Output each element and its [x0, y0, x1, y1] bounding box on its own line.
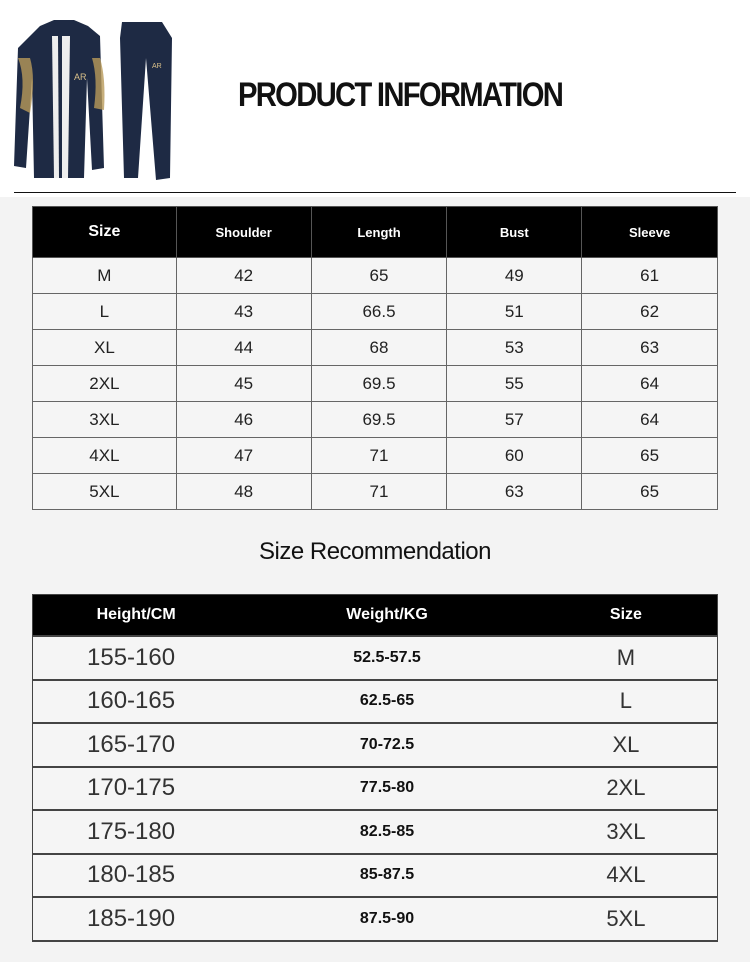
- size-recommendation-table: Height/CM Weight/KG Size 155-160 52.5-57.5 M…: [32, 594, 718, 942]
- page-title: PRODUCT INFORMATION: [238, 76, 564, 114]
- table-header-row: Height/CM Weight/KG Size: [32, 594, 718, 636]
- table-cell: 65: [581, 437, 718, 474]
- table-cell: 71: [310, 437, 448, 474]
- table-row: 185-190 87.5-90 5XL: [32, 896, 718, 942]
- table-cell: 57: [446, 401, 583, 438]
- table-cell: 53: [446, 329, 583, 366]
- table-cell: 66.5: [310, 293, 448, 330]
- table-cell: 4XL: [534, 852, 718, 898]
- svg-text:AR: AR: [152, 63, 162, 70]
- table-row: 5XL 48 71 63 65: [32, 473, 718, 510]
- table-cell: XL: [534, 722, 718, 768]
- table-cell: 4XL: [32, 437, 177, 474]
- table-cell: 64: [581, 365, 718, 402]
- table-cell: 60: [446, 437, 583, 474]
- column-header: Length: [310, 206, 448, 258]
- table-cell: 175-180: [32, 809, 240, 855]
- column-header: Size: [32, 206, 177, 258]
- table-cell: 44: [175, 329, 312, 366]
- table-cell: 45: [175, 365, 312, 402]
- section-title: Size Recommendation: [259, 538, 491, 565]
- header-area: AR AR PRODUCT INFORMATION: [0, 0, 750, 197]
- table-row: 160-165 62.5-65 L: [32, 678, 718, 724]
- column-header: Height/CM: [32, 594, 240, 636]
- table-cell: 3XL: [32, 401, 177, 438]
- divider: [14, 192, 736, 193]
- table-row: 170-175 77.5-80 2XL: [32, 765, 718, 811]
- table-row: 165-170 70-72.5 XL: [32, 722, 718, 768]
- table-row: 155-160 52.5-57.5 M: [32, 635, 718, 681]
- size-chart-table: Size Shoulder Length Bust Sleeve M 42 65 49 61 L 4…: [32, 206, 718, 510]
- table-cell: 68: [310, 329, 448, 366]
- tracksuit-product-image: AR AR: [14, 20, 172, 180]
- table-cell: L: [32, 293, 177, 330]
- table-cell: 64: [581, 401, 718, 438]
- table-cell: M: [32, 257, 177, 294]
- table-cell: 46: [175, 401, 312, 438]
- table-cell: 87.5-90: [239, 896, 535, 942]
- table-cell: 49: [446, 257, 583, 294]
- table-cell: XL: [32, 329, 177, 366]
- column-header: Size: [534, 594, 718, 636]
- table-cell: 155-160: [32, 635, 240, 681]
- table-cell: 65: [310, 257, 448, 294]
- table-row: 175-180 82.5-85 3XL: [32, 809, 718, 855]
- table-cell: 160-165: [32, 678, 240, 724]
- table-row: 4XL 47 71 60 65: [32, 437, 718, 474]
- table-cell: M: [534, 635, 718, 681]
- table-cell: 63: [581, 329, 718, 366]
- table-cell: 47: [175, 437, 312, 474]
- table-cell: 170-175: [32, 765, 240, 811]
- table-cell: 51: [446, 293, 583, 330]
- table-cell: 2XL: [32, 365, 177, 402]
- table-row: M 42 65 49 61: [32, 257, 718, 294]
- table-cell: 5XL: [534, 896, 718, 942]
- table-row: 3XL 46 69.5 57 64: [32, 401, 718, 438]
- table-cell: 165-170: [32, 722, 240, 768]
- column-header: Weight/KG: [239, 594, 535, 636]
- table-cell: 42: [175, 257, 312, 294]
- table-cell: 65: [581, 473, 718, 510]
- table-cell: L: [534, 678, 718, 724]
- table-cell: 71: [310, 473, 448, 510]
- table-row: XL 44 68 53 63: [32, 329, 718, 366]
- table-row: L 43 66.5 51 62: [32, 293, 718, 330]
- table-cell: 180-185: [32, 852, 240, 898]
- column-header: Shoulder: [175, 206, 312, 258]
- svg-text:AR: AR: [74, 72, 87, 82]
- table-cell: 52.5-57.5: [239, 635, 535, 681]
- table-cell: 185-190: [32, 896, 240, 942]
- table-cell: 62: [581, 293, 718, 330]
- table-cell: 55: [446, 365, 583, 402]
- table-cell: 48: [175, 473, 312, 510]
- table-cell: 61: [581, 257, 718, 294]
- table-cell: 63: [446, 473, 583, 510]
- table-cell: 82.5-85: [239, 809, 535, 855]
- table-row: 180-185 85-87.5 4XL: [32, 852, 718, 898]
- column-header: Sleeve: [581, 206, 718, 258]
- table-cell: 5XL: [32, 473, 177, 510]
- column-header: Bust: [446, 206, 583, 258]
- table-cell: 77.5-80: [239, 765, 535, 811]
- table-cell: 85-87.5: [239, 852, 535, 898]
- table-cell: 70-72.5: [239, 722, 535, 768]
- table-header-row: Size Shoulder Length Bust Sleeve: [32, 206, 718, 258]
- table-cell: 2XL: [534, 765, 718, 811]
- table-cell: 69.5: [310, 365, 448, 402]
- table-cell: 3XL: [534, 809, 718, 855]
- table-row: 2XL 45 69.5 55 64: [32, 365, 718, 402]
- table-cell: 62.5-65: [239, 678, 535, 724]
- table-cell: 69.5: [310, 401, 448, 438]
- table-cell: 43: [175, 293, 312, 330]
